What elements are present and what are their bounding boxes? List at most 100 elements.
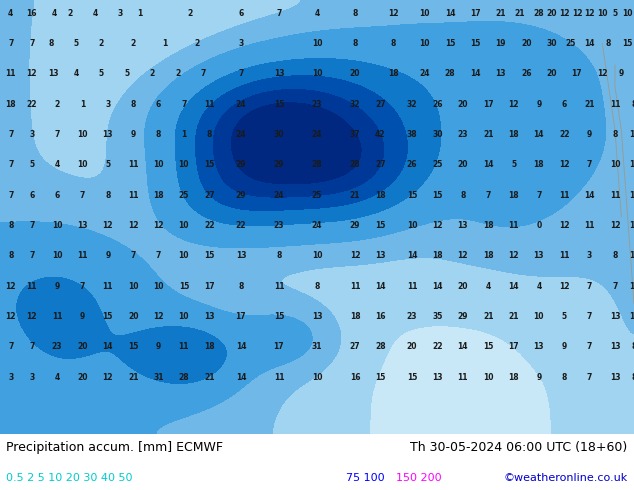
Text: 13: 13 bbox=[432, 373, 443, 382]
Text: 12: 12 bbox=[6, 282, 16, 291]
Text: 22: 22 bbox=[27, 99, 37, 109]
Text: 14: 14 bbox=[470, 69, 481, 78]
Text: 20: 20 bbox=[547, 69, 557, 78]
Text: 10: 10 bbox=[153, 160, 164, 169]
Text: 5: 5 bbox=[105, 160, 110, 169]
Text: 4: 4 bbox=[93, 8, 98, 18]
Text: 5: 5 bbox=[74, 39, 79, 48]
Text: 15: 15 bbox=[128, 343, 138, 351]
Text: 11: 11 bbox=[559, 251, 569, 260]
Text: 23: 23 bbox=[312, 99, 322, 109]
Text: 0: 0 bbox=[536, 221, 541, 230]
Text: 13: 13 bbox=[610, 343, 620, 351]
Text: 11: 11 bbox=[6, 69, 16, 78]
Text: 8: 8 bbox=[131, 99, 136, 109]
Text: 3: 3 bbox=[29, 373, 34, 382]
Text: 31: 31 bbox=[312, 343, 322, 351]
Text: 12: 12 bbox=[388, 8, 398, 18]
Text: 21: 21 bbox=[508, 312, 519, 321]
Text: 18: 18 bbox=[204, 343, 214, 351]
Text: 15: 15 bbox=[179, 282, 189, 291]
Text: 26: 26 bbox=[521, 69, 531, 78]
Text: 2: 2 bbox=[188, 8, 193, 18]
Text: 12: 12 bbox=[103, 221, 113, 230]
Text: 15: 15 bbox=[407, 191, 417, 199]
Text: 30: 30 bbox=[547, 39, 557, 48]
Text: Th 30-05-2024 06:00 UTC (18+60): Th 30-05-2024 06:00 UTC (18+60) bbox=[410, 441, 628, 454]
Text: 28: 28 bbox=[445, 69, 455, 78]
Text: 28: 28 bbox=[179, 373, 189, 382]
Text: 12: 12 bbox=[103, 373, 113, 382]
Text: 12: 12 bbox=[153, 221, 164, 230]
Text: 8: 8 bbox=[105, 191, 110, 199]
Text: 0.5 2 5 10 20 30 40 50: 0.5 2 5 10 20 30 40 50 bbox=[6, 472, 133, 483]
Text: 15: 15 bbox=[204, 160, 214, 169]
Text: 29: 29 bbox=[458, 312, 468, 321]
Text: 22: 22 bbox=[559, 130, 569, 139]
Text: 15: 15 bbox=[103, 312, 113, 321]
Text: 27: 27 bbox=[375, 99, 385, 109]
Text: 24: 24 bbox=[236, 130, 246, 139]
Text: 20: 20 bbox=[350, 69, 360, 78]
Text: 24: 24 bbox=[274, 191, 284, 199]
Text: 5: 5 bbox=[612, 8, 618, 18]
Text: 13: 13 bbox=[236, 251, 246, 260]
Text: 11: 11 bbox=[559, 191, 569, 199]
Text: 12: 12 bbox=[508, 251, 519, 260]
Text: 2: 2 bbox=[175, 69, 180, 78]
Text: 15: 15 bbox=[432, 191, 443, 199]
Text: 13: 13 bbox=[629, 191, 634, 199]
Text: 6: 6 bbox=[562, 99, 567, 109]
Text: 10: 10 bbox=[610, 160, 620, 169]
Text: 12: 12 bbox=[27, 312, 37, 321]
Text: 2: 2 bbox=[150, 69, 155, 78]
Text: 20: 20 bbox=[407, 343, 417, 351]
Text: 1: 1 bbox=[80, 99, 85, 109]
Text: 26: 26 bbox=[407, 160, 417, 169]
Text: 35: 35 bbox=[432, 312, 443, 321]
Text: 14: 14 bbox=[236, 373, 246, 382]
Text: 13: 13 bbox=[534, 251, 544, 260]
Text: 9: 9 bbox=[105, 251, 110, 260]
Text: 5: 5 bbox=[99, 69, 104, 78]
Text: 3: 3 bbox=[29, 130, 34, 139]
Text: 2: 2 bbox=[194, 39, 199, 48]
Text: 12: 12 bbox=[559, 8, 569, 18]
Text: 11: 11 bbox=[407, 282, 417, 291]
Text: 8: 8 bbox=[156, 130, 161, 139]
Text: 32: 32 bbox=[350, 99, 360, 109]
Text: 12: 12 bbox=[559, 221, 569, 230]
Text: 11: 11 bbox=[77, 251, 87, 260]
Text: 5: 5 bbox=[124, 69, 129, 78]
Text: 7: 7 bbox=[276, 8, 281, 18]
Text: 2: 2 bbox=[67, 8, 72, 18]
Text: 2: 2 bbox=[99, 39, 104, 48]
Text: 23: 23 bbox=[458, 130, 468, 139]
Text: 32: 32 bbox=[407, 99, 417, 109]
Text: 21: 21 bbox=[515, 8, 525, 18]
Text: 8: 8 bbox=[314, 282, 320, 291]
Text: 29: 29 bbox=[236, 191, 246, 199]
Text: 13: 13 bbox=[204, 312, 214, 321]
Text: 28: 28 bbox=[312, 160, 322, 169]
Text: 7: 7 bbox=[80, 282, 85, 291]
Text: 18: 18 bbox=[508, 191, 519, 199]
Text: 5: 5 bbox=[562, 312, 567, 321]
Text: 7: 7 bbox=[8, 130, 13, 139]
Text: 4: 4 bbox=[74, 69, 79, 78]
Text: 20: 20 bbox=[547, 8, 557, 18]
Text: 10: 10 bbox=[597, 8, 607, 18]
Text: 8: 8 bbox=[631, 343, 634, 351]
Text: 3: 3 bbox=[8, 373, 13, 382]
Text: 16: 16 bbox=[375, 312, 385, 321]
Text: 2: 2 bbox=[131, 39, 136, 48]
Text: 21: 21 bbox=[350, 191, 360, 199]
Text: 28: 28 bbox=[375, 343, 385, 351]
Text: 12: 12 bbox=[153, 312, 164, 321]
Text: 8: 8 bbox=[631, 373, 634, 382]
Text: 8: 8 bbox=[8, 251, 13, 260]
Text: 11: 11 bbox=[274, 373, 284, 382]
Text: 15: 15 bbox=[623, 39, 633, 48]
Text: 11: 11 bbox=[52, 312, 62, 321]
Text: 17: 17 bbox=[274, 343, 284, 351]
